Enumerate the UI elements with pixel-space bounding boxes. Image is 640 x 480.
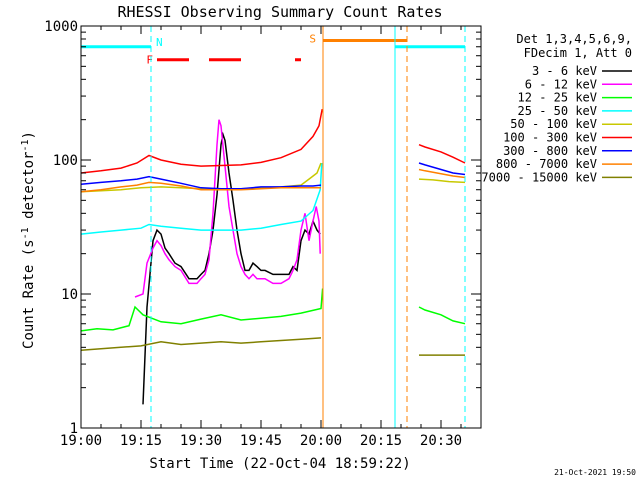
legend-header-line-2: FDecim 1, Att 0	[524, 46, 632, 60]
series-line-100-300-kev-seg-1	[418, 143, 466, 164]
legend-label-3-6-kev: 3 - 6 keV	[532, 64, 597, 78]
legend-header-line-1: Det 1,3,4,5,6,9,	[516, 32, 632, 46]
night-label: N	[156, 36, 163, 49]
y-axis-label-mid: detector	[21, 152, 37, 228]
legend-label-300-800-kev: 300 - 800 keV	[503, 144, 597, 158]
series-line-300-800-kev-seg-1	[418, 162, 466, 176]
saa-label: S	[309, 32, 316, 45]
legend-label-25-50-kev: 25 - 50 keV	[518, 104, 597, 118]
axes: 19:00 19:15 19:30 19:45 20:00 20:15 20:30 1 10 10…	[44, 19, 482, 449]
x-tick-label-1: 19:15	[120, 433, 162, 449]
footer-date: 21-Oct-2021 19:50	[554, 468, 636, 477]
x-tick-label-3: 19:45	[240, 433, 282, 449]
series-line-800-7000-kev-seg-1	[418, 168, 466, 179]
series-line-300-800-kev-seg-0	[80, 175, 322, 190]
plot-area	[80, 108, 466, 405]
y-tick-label-1: 10	[61, 287, 78, 303]
series-line-3-6-kev-seg-0	[142, 131, 321, 405]
y-axis-label-suffix: )	[21, 131, 37, 139]
y-tick-label-0: 1	[70, 421, 78, 437]
y-tick-label-2: 100	[53, 153, 78, 169]
legend-label-800-7000-kev: 800 - 7000 keV	[496, 157, 597, 171]
y-tick-label-3: 1000	[44, 19, 78, 35]
x-tick-label-0: 19:00	[60, 433, 102, 449]
y-axis-label: Count Rate (s-1 detector-1)	[20, 131, 37, 349]
series-line-25-50-kev-seg-0	[80, 162, 323, 235]
series-line-7000-15000-kev-seg-0	[80, 337, 322, 352]
y-axis-label-exp-1: -1	[20, 227, 31, 239]
flare-label: F	[146, 54, 153, 67]
legend-label-6-12-kev: 6 - 12 keV	[525, 77, 597, 91]
series-line-6-12-kev-seg-0	[134, 119, 321, 298]
annotation-layer: N S F	[81, 26, 466, 428]
y-axis-label-exp-2: -1	[20, 139, 31, 151]
x-tick-label-6: 20:30	[420, 433, 462, 449]
series-line-12-25-kev-seg-0	[80, 288, 324, 332]
chart-title: RHESSI Observing Summary Count Rates	[117, 3, 442, 21]
y-axis-label-prefix: Count Rate (s	[21, 239, 37, 349]
legend-label-50-100-kev: 50 - 100 keV	[510, 117, 597, 131]
x-tick-label-5: 20:15	[360, 433, 402, 449]
legend-label-12-25-kev: 12 - 25 keV	[518, 91, 597, 105]
series-line-800-7000-kev-seg-0	[80, 181, 321, 193]
legend-label-7000-15000-kev: 7000 - 15000 keV	[481, 170, 597, 184]
series-line-12-25-kev-seg-1	[418, 306, 466, 325]
x-tick-label-2: 19:30	[180, 433, 222, 449]
x-tick-label-4: 20:00	[300, 433, 342, 449]
series-line-50-100-kev-seg-1	[418, 178, 466, 184]
x-axis-label: Start Time (22-Oct-04 18:59:22)	[149, 456, 410, 472]
legend: Det 1,3,4,5,6,9, FDecim 1, Att 0 3 - 6 k…	[481, 32, 632, 184]
series-line-100-300-kev-seg-0	[80, 108, 323, 174]
legend-label-100-300-kev: 100 - 300 keV	[503, 131, 597, 145]
